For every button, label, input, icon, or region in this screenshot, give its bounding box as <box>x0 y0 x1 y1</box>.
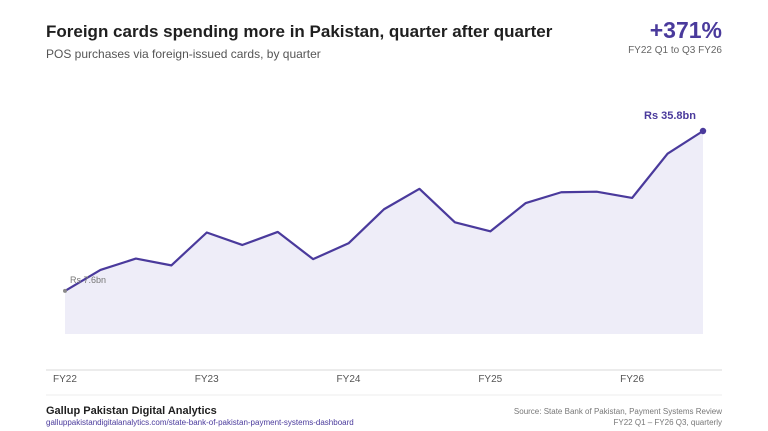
kpi-period-caption: FY22 Q1 to Q3 FY26 <box>628 45 722 57</box>
kpi-growth-value: +371% <box>649 17 722 43</box>
x-tick-label: FY25 <box>478 374 502 385</box>
x-tick-label: FY24 <box>337 374 361 385</box>
range-text: FY22 Q1 – FY26 Q3, quarterly <box>613 418 723 428</box>
footer-source: Source: State Bank of Pakistan, Payment … <box>514 406 722 428</box>
footer-link[interactable]: galluppakistandigitalanalytics.com/state… <box>46 418 354 427</box>
source-text: Source: State Bank of Pakistan, Payment … <box>513 407 722 416</box>
data-point <box>63 288 67 293</box>
area-fill <box>65 131 703 334</box>
end-value-label: Rs 35.8bn <box>644 110 696 122</box>
chart-title: Foreign cards spending more in Pakistan,… <box>46 22 553 41</box>
footer-attribution: Gallup Pakistan Digital Analytics gallup… <box>46 405 354 427</box>
data-point <box>699 127 707 135</box>
x-tick-label: FY22 <box>53 374 77 385</box>
chart-subtitle: POS purchases via foreign-issued cards, … <box>46 47 321 61</box>
start-value-label: Rs 7.6bn <box>70 275 106 285</box>
kpi-box: +371% FY22 Q1 to Q3 FY26 <box>628 17 722 57</box>
series-line <box>64 130 704 292</box>
x-tick-label: FY26 <box>620 374 644 385</box>
footer-brand: Gallup Pakistan Digital Analytics <box>46 405 217 417</box>
x-tick-label: FY23 <box>195 374 219 385</box>
